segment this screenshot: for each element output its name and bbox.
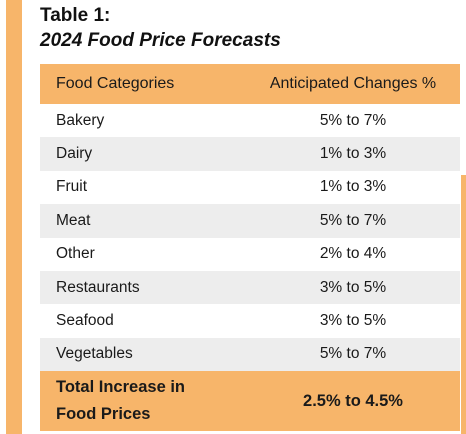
table-header-row: Food Categories Anticipated Changes % [40,64,460,104]
change-cell: 2% to 4% [319,245,387,263]
change-cell: 5% to 7% [319,345,387,363]
category-cell: Seafood [56,312,114,330]
table-label: Table 1: [40,5,111,26]
category-cell: Meat [56,211,91,229]
total-label-line2: Food Prices [56,405,151,424]
accent-strip-right [461,175,466,434]
column-header-category: Food Categories [56,75,175,92]
table-heading: Table 1: 2024 Food Price Forecasts [40,4,281,54]
table-row: Fruit 1% to 3% [40,171,460,204]
column-header-change: Anticipated Changes % [269,75,437,92]
total-label-line1: Total Increase in [56,378,185,397]
category-cell: Dairy [56,145,93,163]
category-cell: Bakery [56,111,105,129]
total-label: Total Increase in Food Prices [40,374,240,428]
change-cell: 3% to 5% [319,278,387,296]
table-row: Restaurants 3% to 5% [40,270,460,305]
table-row: Meat 5% to 7% [40,204,460,238]
change-cell: 5% to 7% [319,211,387,229]
category-cell: Fruit [56,178,87,196]
table-title: 2024 Food Price Forecasts [40,30,281,51]
category-cell: Vegetables [56,345,133,363]
change-cell: 3% to 5% [319,312,387,330]
total-value: 2.5% to 4.5% [303,391,403,410]
change-cell: 5% to 7% [319,111,387,129]
table-row: Seafood 3% to 5% [40,304,460,337]
table-row: Bakery 5% to 7% [40,104,460,137]
accent-bar [6,0,22,434]
table-row: Dairy 1% to 3% [40,137,460,171]
change-cell: 1% to 3% [319,145,387,163]
category-cell: Other [56,245,95,263]
total-row: Total Increase in Food Prices 2.5% to 4.… [40,371,460,432]
category-cell: Restaurants [56,278,140,296]
table-row: Vegetables 5% to 7% [40,337,460,372]
forecast-table: Food Categories Anticipated Changes % Ba… [40,64,460,432]
table-row: Other 2% to 4% [40,238,460,271]
change-cell: 1% to 3% [319,178,387,196]
